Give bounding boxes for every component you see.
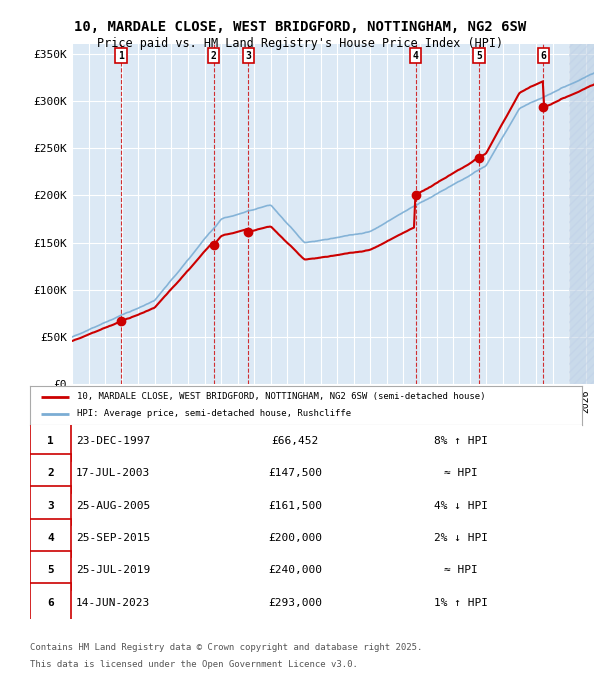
FancyBboxPatch shape [30, 519, 71, 558]
Text: 5: 5 [47, 565, 54, 575]
Text: 2: 2 [211, 50, 217, 61]
Text: 1: 1 [47, 436, 54, 446]
Text: £66,452: £66,452 [271, 436, 319, 446]
Text: 3: 3 [47, 500, 54, 511]
Text: £161,500: £161,500 [268, 500, 322, 511]
Text: £147,500: £147,500 [268, 469, 322, 479]
Text: 2: 2 [47, 469, 54, 479]
Text: 25-AUG-2005: 25-AUG-2005 [76, 500, 150, 511]
Text: 4% ↓ HPI: 4% ↓ HPI [434, 500, 488, 511]
Text: 23-DEC-1997: 23-DEC-1997 [76, 436, 150, 446]
Text: 25-SEP-2015: 25-SEP-2015 [76, 533, 150, 543]
FancyBboxPatch shape [30, 454, 71, 493]
Text: 6: 6 [47, 598, 54, 608]
Text: £293,000: £293,000 [268, 598, 322, 608]
Text: 5: 5 [476, 50, 482, 61]
Text: 10, MARDALE CLOSE, WEST BRIDGFORD, NOTTINGHAM, NG2 6SW (semi-detached house): 10, MARDALE CLOSE, WEST BRIDGFORD, NOTTI… [77, 392, 485, 401]
Text: £240,000: £240,000 [268, 565, 322, 575]
Text: Contains HM Land Registry data © Crown copyright and database right 2025.: Contains HM Land Registry data © Crown c… [30, 643, 422, 651]
Text: 1: 1 [118, 50, 124, 61]
Text: 3: 3 [245, 50, 251, 61]
Text: ≈ HPI: ≈ HPI [443, 469, 478, 479]
Text: 14-JUN-2023: 14-JUN-2023 [76, 598, 150, 608]
Text: 1% ↑ HPI: 1% ↑ HPI [434, 598, 488, 608]
Text: ≈ HPI: ≈ HPI [443, 565, 478, 575]
Text: This data is licensed under the Open Government Licence v3.0.: This data is licensed under the Open Gov… [30, 660, 358, 668]
Text: 25-JUL-2019: 25-JUL-2019 [76, 565, 150, 575]
Text: 2% ↓ HPI: 2% ↓ HPI [434, 533, 488, 543]
FancyBboxPatch shape [30, 583, 71, 622]
FancyBboxPatch shape [30, 551, 71, 590]
Text: 4: 4 [47, 533, 54, 543]
Text: 10, MARDALE CLOSE, WEST BRIDGFORD, NOTTINGHAM, NG2 6SW: 10, MARDALE CLOSE, WEST BRIDGFORD, NOTTI… [74, 20, 526, 35]
Text: 8% ↑ HPI: 8% ↑ HPI [434, 436, 488, 446]
Text: 4: 4 [413, 50, 418, 61]
Text: HPI: Average price, semi-detached house, Rushcliffe: HPI: Average price, semi-detached house,… [77, 409, 351, 418]
Text: 17-JUL-2003: 17-JUL-2003 [76, 469, 150, 479]
FancyBboxPatch shape [30, 486, 71, 525]
FancyBboxPatch shape [30, 422, 71, 460]
Text: £200,000: £200,000 [268, 533, 322, 543]
Bar [569, 44, 594, 384]
Text: 6: 6 [541, 50, 547, 61]
Text: Price paid vs. HM Land Registry's House Price Index (HPI): Price paid vs. HM Land Registry's House … [97, 37, 503, 50]
